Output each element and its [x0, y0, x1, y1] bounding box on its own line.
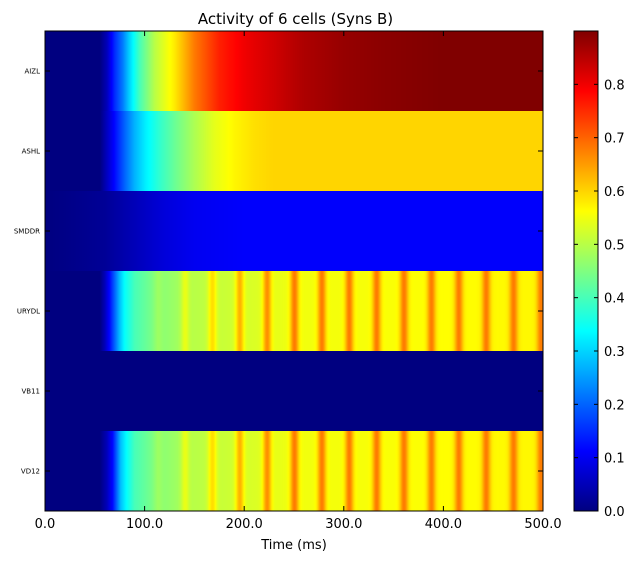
x-tick-label: 200.0 — [226, 517, 263, 532]
y-axis: AIZL ASHL SMDDR URYDL VB11 VD12 — [14, 68, 543, 476]
colorbar-tick-label: 0.6 — [604, 185, 625, 200]
x-axis: 0.0 100.0 200.0 300.0 400.0 500.0 — [35, 31, 562, 532]
y-tick-label: SMDDR — [14, 228, 40, 236]
y-tick-label: VB11 — [22, 388, 41, 396]
colorbar: 0.0 0.1 0.2 0.3 0.4 0.5 0.6 0.7 0.8 — [573, 30, 625, 520]
colorbar-tick-label: 0.2 — [604, 398, 625, 413]
heatmap-row-vb11 — [45, 351, 543, 432]
heatmap-row-smddr — [45, 191, 543, 272]
colorbar-tick-label: 0.4 — [604, 292, 625, 307]
colorbar-tick-label: 0.1 — [604, 452, 625, 467]
colorbar-tick-label: 0.8 — [604, 78, 625, 93]
colorbar-gradient — [573, 30, 599, 512]
y-tick-label: AIZL — [24, 68, 40, 76]
chart-title: Activity of 6 cells (Syns B) — [198, 10, 393, 28]
heatmap-rows — [45, 31, 543, 512]
x-tick-label: 300.0 — [325, 517, 362, 532]
heatmap-row-vd12 — [45, 431, 543, 512]
x-tick-label: 100.0 — [126, 517, 163, 532]
colorbar-tick-label: 0.5 — [604, 238, 625, 253]
colorbar-tick-label: 0.3 — [604, 345, 625, 360]
plot-frame — [44, 30, 544, 512]
x-axis-label: Time (ms) — [260, 538, 327, 553]
colorbar-tick-label: 0.7 — [604, 132, 625, 147]
x-tick-label: 0.0 — [35, 517, 56, 532]
y-tick-label: URYDL — [17, 308, 40, 316]
heatmap-row-ashl — [45, 111, 543, 192]
x-tick-label: 500.0 — [524, 517, 561, 532]
heatmap-row-aizl — [45, 31, 543, 112]
colorbar-tick-label: 0.0 — [604, 505, 625, 520]
x-tick-label: 400.0 — [425, 517, 462, 532]
heatmap-row-urydl — [45, 271, 543, 352]
y-tick-label: VD12 — [21, 468, 40, 476]
y-tick-label: ASHL — [22, 148, 40, 156]
